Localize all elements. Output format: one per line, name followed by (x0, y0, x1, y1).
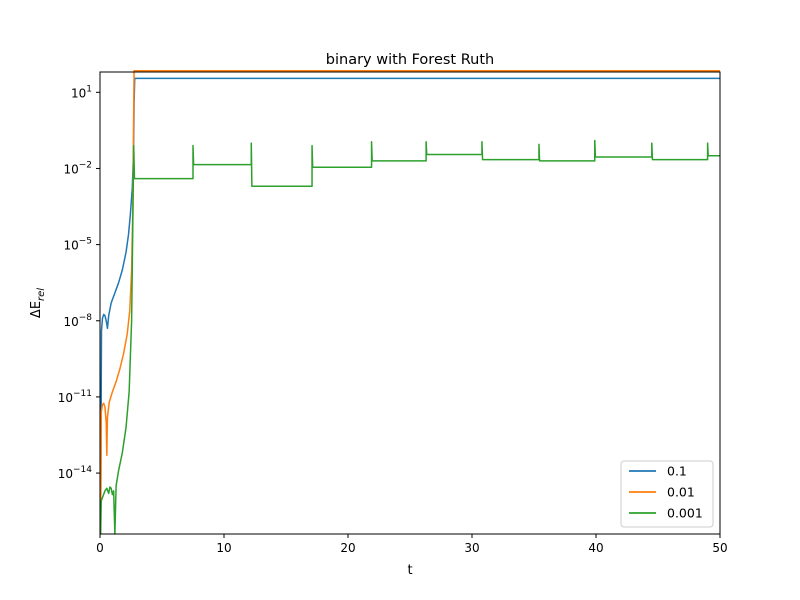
y-tick-label: 101 (71, 84, 92, 100)
y-tick-label: 10−14 (58, 465, 93, 481)
legend-label-0: 0.1 (667, 464, 687, 479)
series-layer (99, 69, 720, 535)
y-tick-label: 10−11 (58, 389, 92, 405)
x-tick-label: 0 (96, 541, 104, 555)
plot-frame (99, 71, 721, 535)
y-tick-label: 10−2 (63, 160, 92, 176)
x-tick-label: 10 (216, 541, 231, 555)
y-axis-label: ΔErel (29, 288, 47, 318)
y-axis-label-group: ΔErel (29, 288, 47, 318)
series-line-2 (99, 139, 720, 535)
x-axis-ticks: 0 10 20 30 40 50 (96, 534, 728, 555)
x-tick-label: 50 (712, 541, 727, 555)
x-tick-label: 40 (588, 541, 603, 555)
legend-box (620, 460, 714, 528)
legend-label-1: 0.01 (667, 485, 695, 500)
legend-label-2: 0.001 (667, 506, 703, 521)
x-axis-label: t (407, 563, 412, 578)
series-line-1 (99, 69, 720, 535)
chart-title: binary with Forest Ruth (326, 52, 494, 68)
y-axis-ticks: 101 10−2 10−5 10−8 10−11 10−14 (58, 84, 100, 481)
x-tick-label: 30 (464, 541, 479, 555)
legend: 0.1 0.01 0.001 (620, 460, 714, 528)
x-tick-label: 20 (340, 541, 355, 555)
series-line-0 (99, 77, 720, 535)
y-tick-label: 10−8 (63, 313, 92, 329)
y-tick-label: 10−5 (63, 237, 92, 253)
